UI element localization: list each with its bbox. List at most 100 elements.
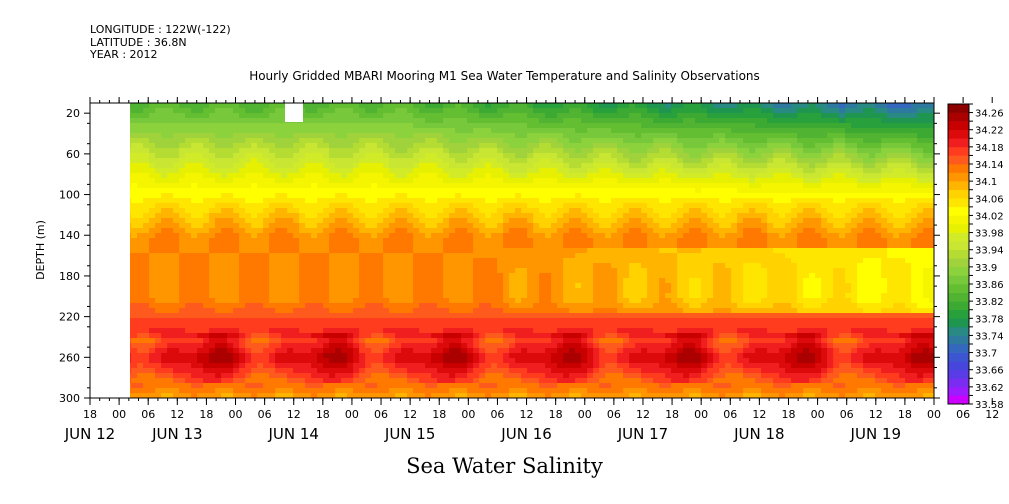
- heatmap-cell: [149, 313, 156, 319]
- heatmap-cell: [305, 153, 312, 159]
- heatmap-cell: [521, 308, 528, 314]
- heatmap-cell: [365, 303, 372, 309]
- heatmap-cell: [521, 168, 528, 174]
- heatmap-cell: [299, 338, 306, 344]
- heatmap-cell: [329, 163, 336, 169]
- heatmap-cell: [317, 313, 324, 319]
- heatmap-cell: [551, 248, 558, 254]
- heatmap-cell: [431, 343, 438, 349]
- heatmap-cell: [593, 243, 600, 249]
- heatmap-cell: [281, 153, 288, 159]
- heatmap-cell: [149, 378, 156, 384]
- heatmap-cell: [323, 123, 330, 129]
- heatmap-cell: [419, 213, 426, 219]
- heatmap-cell: [377, 308, 384, 314]
- heatmap-cell: [233, 303, 240, 309]
- heatmap-cell: [155, 253, 162, 259]
- heatmap-cell: [491, 178, 498, 184]
- heatmap-cell: [377, 278, 384, 284]
- heatmap-cell: [377, 108, 384, 114]
- heatmap-cell: [563, 218, 570, 224]
- heatmap-cell: [551, 213, 558, 219]
- heatmap-cell: [215, 108, 222, 114]
- heatmap-cell: [377, 193, 384, 199]
- heatmap-cell: [263, 333, 270, 339]
- heatmap-cell: [581, 188, 588, 194]
- heatmap-cell: [173, 113, 180, 119]
- heatmap-cell: [587, 268, 594, 274]
- heatmap-cell: [341, 328, 348, 334]
- heatmap-cell: [497, 363, 504, 369]
- heatmap-cell: [179, 358, 186, 364]
- heatmap-cell: [130, 268, 132, 274]
- heatmap-cell: [485, 378, 492, 384]
- heatmap-cell: [437, 308, 444, 314]
- heatmap-cell: [587, 358, 594, 364]
- heatmap-cell: [395, 158, 402, 164]
- heatmap-cell: [317, 263, 324, 269]
- heatmap-cell: [467, 168, 474, 174]
- heatmap-cell: [413, 258, 420, 264]
- heatmap-cell: [209, 243, 216, 249]
- heatmap-cell: [377, 163, 384, 169]
- heatmap-cell: [491, 378, 498, 384]
- heatmap-cell: [479, 108, 486, 114]
- heatmap-cell: [137, 128, 144, 134]
- heatmap-cell: [539, 343, 546, 349]
- heatmap-cell: [143, 328, 150, 334]
- heatmap-cell: [335, 263, 342, 269]
- heatmap-cell: [287, 378, 294, 384]
- heatmap-cell: [407, 268, 414, 274]
- heatmap-cell: [137, 153, 144, 159]
- heatmap-cell: [419, 263, 426, 269]
- heatmap-cell: [461, 368, 468, 374]
- heatmap-cell: [569, 243, 576, 249]
- heatmap-cell: [443, 358, 450, 364]
- heatmap-cell: [131, 393, 138, 398]
- heatmap-cell: [509, 373, 516, 379]
- heatmap-cell: [347, 328, 354, 334]
- heatmap-cell: [233, 313, 240, 319]
- heatmap-cell: [227, 168, 234, 174]
- heatmap-cell: [257, 218, 264, 224]
- heatmap-cell: [305, 268, 312, 274]
- heatmap-cell: [179, 138, 186, 144]
- heatmap-cell: [257, 193, 264, 199]
- heatmap-cell: [347, 238, 354, 244]
- heatmap-cell: [449, 318, 456, 324]
- heatmap-cell: [130, 138, 132, 144]
- heatmap-cell: [551, 133, 558, 139]
- heatmap-cell: [293, 363, 300, 369]
- heatmap-cell: [563, 158, 570, 164]
- heatmap-cell: [551, 308, 558, 314]
- heatmap-cell: [395, 223, 402, 229]
- heatmap-cell: [155, 123, 162, 129]
- heatmap-cell: [341, 228, 348, 234]
- heatmap-cell: [569, 218, 576, 224]
- heatmap-cell: [257, 253, 264, 259]
- heatmap-cell: [221, 358, 228, 364]
- heatmap-cell: [545, 338, 552, 344]
- heatmap-cell: [365, 203, 372, 209]
- heatmap-cell: [581, 313, 588, 319]
- heatmap-cell: [491, 298, 498, 304]
- heatmap-cell: [359, 263, 366, 269]
- heatmap-cell: [581, 378, 588, 384]
- heatmap-cell: [467, 273, 474, 279]
- heatmap-cell: [503, 178, 510, 184]
- heatmap-cell: [359, 193, 366, 199]
- heatmap-cell: [215, 143, 222, 149]
- heatmap-cell: [143, 103, 150, 109]
- heatmap-cell: [185, 243, 192, 249]
- heatmap-cell: [557, 128, 564, 134]
- heatmap-cell: [239, 233, 246, 239]
- heatmap-cell: [143, 268, 150, 274]
- heatmap-cell: [341, 203, 348, 209]
- heatmap-cell: [587, 218, 594, 224]
- heatmap-cell: [227, 383, 234, 389]
- heatmap-cell: [209, 213, 216, 219]
- heatmap-cell: [353, 383, 360, 389]
- heatmap-cell: [461, 273, 468, 279]
- heatmap-cell: [185, 233, 192, 239]
- heatmap-cell: [179, 133, 186, 139]
